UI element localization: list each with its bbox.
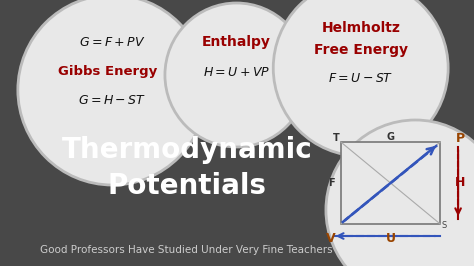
Text: Free Energy: Free Energy	[314, 43, 408, 57]
Text: $G = H - ST$: $G = H - ST$	[78, 94, 146, 106]
Text: F: F	[328, 178, 335, 188]
Text: Helmholtz: Helmholtz	[321, 21, 400, 35]
Bar	[341, 142, 440, 224]
Text: V: V	[326, 231, 336, 244]
Circle shape	[18, 0, 207, 185]
Text: Good Professors Have Studied Under Very Fine Teachers: Good Professors Have Studied Under Very …	[40, 245, 333, 255]
Text: Enthalpy: Enthalpy	[202, 35, 271, 49]
Text: S: S	[442, 222, 447, 231]
Text: $G = F + PV$: $G = F + PV$	[79, 35, 146, 48]
Text: Thermodynamic
Potentials: Thermodynamic Potentials	[62, 136, 312, 200]
Text: $H = U + VP$: $H = U + VP$	[203, 65, 270, 78]
Circle shape	[273, 0, 448, 156]
Text: Gibbs Energy: Gibbs Energy	[58, 65, 157, 78]
Text: P: P	[456, 131, 465, 144]
Text: $F = U - ST$: $F = U - ST$	[328, 72, 393, 85]
Text: G: G	[386, 132, 394, 142]
Text: U: U	[385, 231, 395, 244]
Text: H: H	[455, 177, 465, 189]
Circle shape	[165, 3, 308, 147]
Circle shape	[326, 120, 474, 266]
Text: T: T	[332, 133, 339, 143]
